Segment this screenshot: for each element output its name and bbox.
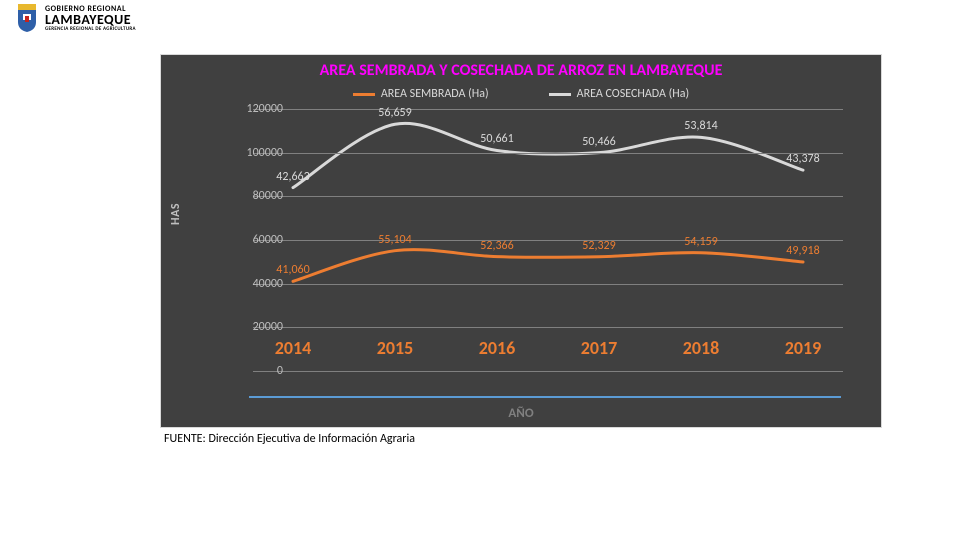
data-label: 52,329 xyxy=(582,239,615,253)
org-logo: GOBIERNO REGIONAL LAMBAYEQUE GERENCIA RE… xyxy=(15,4,136,32)
y-tick-label: 60000 xyxy=(203,233,283,247)
logo-line2: LAMBAYEQUE xyxy=(45,13,136,27)
chart-legend: AREA SEMBRADA (Ha) AREA COSECHADA (Ha) xyxy=(161,87,881,101)
legend-swatch-cosechada xyxy=(549,93,571,96)
shield-icon xyxy=(15,4,39,32)
grid-line xyxy=(253,327,843,328)
data-label: 56,659 xyxy=(378,106,411,120)
y-axis-title: HAS xyxy=(169,203,183,225)
series-line-sembrada xyxy=(293,250,803,282)
y-tick-label: 20000 xyxy=(203,320,283,334)
data-label: 55,104 xyxy=(378,233,411,247)
legend-swatch-sembrada xyxy=(353,93,375,96)
legend-label-cosechada: AREA COSECHADA (Ha) xyxy=(577,87,690,101)
grid-line xyxy=(253,371,843,372)
y-tick-label: 40000 xyxy=(203,277,283,291)
x-category-label: 2018 xyxy=(683,337,720,359)
data-label: 42,663 xyxy=(276,170,309,184)
source-citation: FUENTE: Dirección Ejecutiva de Informaci… xyxy=(164,432,415,446)
legend-label-sembrada: AREA SEMBRADA (Ha) xyxy=(381,87,489,101)
legend-item-cosechada: AREA COSECHADA (Ha) xyxy=(549,87,690,101)
y-tick-label: 100000 xyxy=(203,146,283,160)
data-label: 50,661 xyxy=(480,132,513,146)
plot-area xyxy=(253,109,843,371)
grid-line xyxy=(253,153,843,154)
x-category-label: 2019 xyxy=(785,337,822,359)
x-category-label: 2015 xyxy=(377,337,414,359)
data-label: 43,378 xyxy=(786,152,819,166)
chart-container: AREA SEMBRADA Y COSECHADA DE ARROZ EN LA… xyxy=(160,54,882,428)
x-category-label: 2016 xyxy=(479,337,516,359)
grid-line xyxy=(253,284,843,285)
x-category-label: 2014 xyxy=(275,337,312,359)
logo-text: GOBIERNO REGIONAL LAMBAYEQUE GERENCIA RE… xyxy=(45,5,136,32)
data-label: 41,060 xyxy=(276,263,309,277)
grid-line xyxy=(253,240,843,241)
chart-title: AREA SEMBRADA Y COSECHADA DE ARROZ EN LA… xyxy=(161,61,881,80)
data-label: 52,366 xyxy=(480,239,513,253)
series-line-cosechada xyxy=(293,123,803,187)
data-label: 53,814 xyxy=(684,119,717,133)
data-label: 49,918 xyxy=(786,244,819,258)
x-category-label: 2017 xyxy=(581,337,618,359)
data-label: 50,466 xyxy=(582,135,615,149)
legend-item-sembrada: AREA SEMBRADA (Ha) xyxy=(353,87,489,101)
grid-line xyxy=(253,109,843,110)
y-tick-label: 120000 xyxy=(203,102,283,116)
data-label: 54,159 xyxy=(684,235,717,249)
x-axis-title: AÑO xyxy=(161,406,881,421)
y-tick-label: 80000 xyxy=(203,189,283,203)
bottom-rule xyxy=(249,396,841,401)
grid-line xyxy=(253,196,843,197)
y-tick-label: 0 xyxy=(203,364,283,378)
logo-line3: GERENCIA REGIONAL DE AGRICULTURA xyxy=(45,27,136,32)
